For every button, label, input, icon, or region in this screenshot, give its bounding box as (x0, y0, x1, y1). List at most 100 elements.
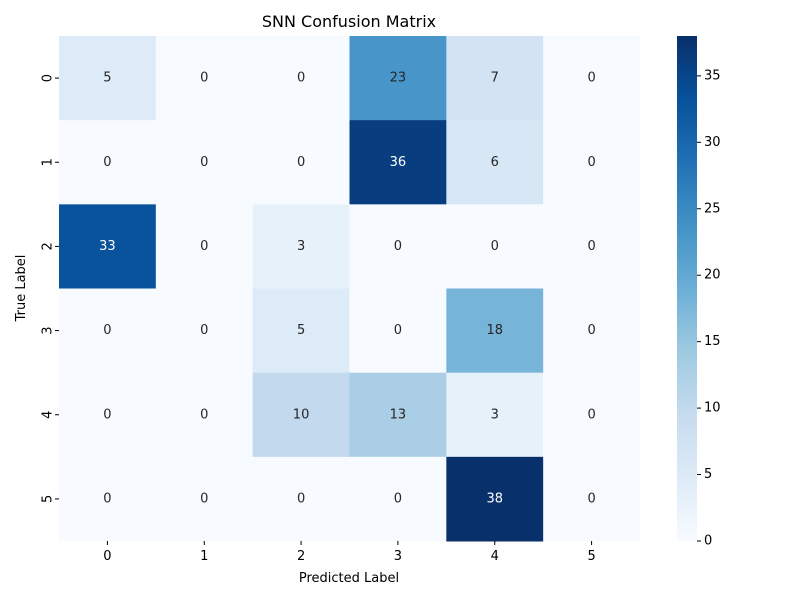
cell-value-label: 38 (486, 491, 503, 506)
cell-value-label: 3 (297, 239, 305, 254)
heatmap-cell (446, 204, 544, 289)
heatmap-cell (155, 120, 254, 205)
cell-value-label: 0 (103, 407, 111, 422)
cell-value-label: 3 (491, 407, 499, 422)
y-tick-label: 3 (41, 326, 56, 334)
cell-value-label: 0 (394, 239, 402, 254)
heatmap-cell (349, 120, 447, 205)
heatmap-cell (59, 36, 157, 121)
heatmap-cell (59, 204, 157, 289)
cell-value-label: 10 (293, 407, 310, 422)
cell-value-label: 5 (297, 323, 305, 338)
heatmap-cell (349, 204, 447, 289)
cell-value-label: 0 (297, 491, 305, 506)
heatmap-cell (59, 120, 157, 205)
heatmap-cell (543, 36, 641, 121)
heatmap-cell (59, 456, 157, 542)
heatmap-cell (155, 288, 254, 374)
cell-value-label: 0 (587, 239, 595, 254)
heatmap-cell (446, 372, 544, 458)
chart-title: SNN Confusion Matrix (262, 12, 436, 31)
heatmap-cell (59, 288, 157, 374)
heatmap-cell (349, 36, 447, 121)
y-tick-label: 0 (41, 74, 56, 82)
heatmap-cell (252, 120, 350, 205)
x-tick-label: 3 (394, 549, 402, 564)
colorbar-tick-label: 15 (704, 334, 721, 349)
x-tick-label: 0 (103, 549, 111, 564)
y-tick-label: 2 (41, 242, 56, 250)
cell-value-label: 5 (103, 71, 111, 86)
x-axis: 0 1 2 3 4 5 (103, 541, 596, 564)
heatmap-cell (543, 372, 641, 458)
cell-value-label: 0 (587, 71, 595, 86)
heatmap-cell (446, 288, 544, 374)
colorbar-tick-label: 25 (704, 201, 721, 216)
cell-value-label: 0 (200, 239, 208, 254)
heatmap-cell (543, 204, 641, 289)
y-axis: 0 1 2 3 4 5 (41, 74, 59, 503)
cell-value-label: 0 (200, 71, 208, 86)
colorbar-tick-label: 0 (704, 534, 712, 549)
colorbar-ticks: 0 5 10 15 20 25 30 35 (697, 68, 721, 549)
heatmap-cell (252, 288, 350, 374)
cell-value-label: 0 (103, 155, 111, 170)
cell-value-label: 0 (587, 491, 595, 506)
heatmap-cell (59, 372, 157, 458)
x-tick-label: 4 (491, 549, 499, 564)
heatmap-cell (252, 204, 350, 289)
cell-value-label: 23 (390, 71, 407, 86)
cell-value-label: 0 (587, 155, 595, 170)
cell-value-label: 0 (103, 491, 111, 506)
colorbar-tick-label: 35 (704, 68, 721, 83)
cell-value-label: 0 (200, 491, 208, 506)
cell-value-label: 36 (390, 155, 407, 170)
colorbar-tick-label: 30 (704, 135, 721, 150)
colorbar-tick-label: 20 (704, 268, 721, 283)
y-tick-label: 4 (41, 411, 56, 419)
cell-value-label: 6 (491, 155, 499, 170)
heatmap-cell (446, 120, 544, 205)
cell-value-label: 0 (587, 407, 595, 422)
heatmap-cell (252, 456, 350, 542)
heatmap-cell (446, 456, 544, 542)
colorbar-gradient (677, 36, 697, 541)
heatmap-cell (155, 372, 254, 458)
cell-value-label: 0 (394, 323, 402, 338)
heatmap-cell (155, 456, 254, 542)
cell-value-label: 0 (200, 323, 208, 338)
heatmap-cell (349, 456, 447, 542)
cell-value-label: 18 (486, 323, 503, 338)
y-axis-title: True Label (14, 255, 29, 323)
x-tick-label: 2 (297, 549, 305, 564)
heatmap-cell (446, 36, 544, 121)
cell-value-label: 0 (297, 155, 305, 170)
cell-value-label: 0 (297, 71, 305, 86)
heatmap-cell (252, 372, 350, 458)
heatmap-cell (543, 288, 641, 374)
x-tick-label: 5 (587, 549, 595, 564)
cell-value-label: 13 (390, 407, 407, 422)
y-tick-label: 1 (41, 158, 56, 166)
heatmap-cell (349, 288, 447, 374)
heatmap-cell (155, 204, 254, 289)
colorbar: 0 5 10 15 20 25 30 35 (677, 36, 721, 549)
y-tick-label: 5 (41, 495, 56, 503)
cell-value-label: 0 (394, 491, 402, 506)
heatmap-cell (543, 120, 641, 205)
x-axis-title: Predicted Label (299, 571, 399, 586)
cell-value-label: 33 (99, 239, 116, 254)
cell-value-label: 0 (587, 323, 595, 338)
heatmap-cell (543, 456, 641, 542)
heatmap-cell (155, 36, 254, 121)
cell-value-label: 0 (491, 239, 499, 254)
colorbar-tick-label: 5 (704, 467, 712, 482)
x-tick-label: 1 (200, 549, 208, 564)
heatmap-cell (252, 36, 350, 121)
colorbar-tick-label: 10 (704, 401, 721, 416)
cell-annotations: 5 0 0 23 7 0 0 0 0 36 6 0 33 0 3 0 0 0 0 0 5 0 18 0 0 0 10 13 3 0 0 0 0 0… (99, 71, 596, 507)
cell-value-label: 0 (200, 407, 208, 422)
heatmap-cell (349, 372, 447, 458)
cell-value-label: 7 (491, 71, 499, 86)
